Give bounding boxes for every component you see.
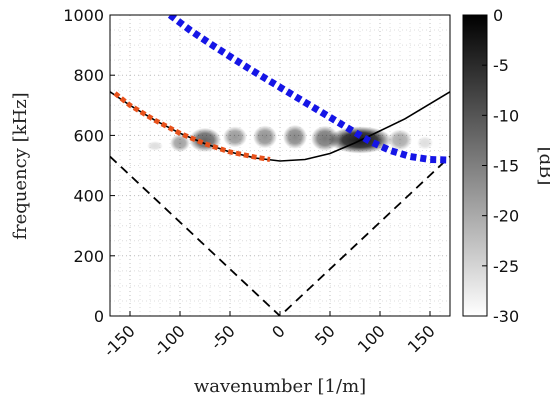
dispersion-curves bbox=[110, 15, 450, 316]
colorbar-tick-label: -20 bbox=[493, 207, 519, 226]
x-tick-label: -150 bbox=[100, 321, 139, 360]
y-axis-ticks: 0 200 400 600 800 1000 bbox=[63, 6, 115, 326]
heatmap-blob bbox=[417, 136, 433, 150]
colorbar-tick-label: -10 bbox=[493, 106, 519, 125]
y-tick-label: 600 bbox=[73, 126, 104, 145]
y-tick-label: 400 bbox=[73, 187, 104, 206]
x-tick-label: 100 bbox=[354, 321, 389, 356]
x-tick-label: 50 bbox=[311, 321, 339, 349]
y-tick-label: 200 bbox=[73, 247, 104, 266]
x-axis-ticks: -150 -100 -50 0 50 100 150 bbox=[100, 311, 439, 361]
colorbar-tick-label: -5 bbox=[493, 56, 509, 75]
colorbar-tick-label: -15 bbox=[493, 157, 519, 176]
heatmap-blob bbox=[253, 125, 277, 149]
x-tick-label: 0 bbox=[268, 321, 289, 342]
x-tick-label: 150 bbox=[404, 321, 439, 356]
heatmap-blob bbox=[283, 124, 307, 149]
colorbar-ticks: 0 -5 -10 -15 -20 -25 -30 bbox=[482, 6, 519, 326]
colorbar-tick-label: -30 bbox=[493, 307, 519, 326]
colorbar-tick-label: -25 bbox=[493, 257, 519, 276]
series-line-dashed-black bbox=[110, 155, 450, 316]
x-axis-title: wavenumber [1/m] bbox=[194, 376, 366, 397]
heatmap-blob bbox=[223, 126, 247, 148]
series-line-dotted-blue bbox=[167, 15, 450, 164]
x-tick-label: -50 bbox=[207, 321, 239, 353]
y-tick-label: 0 bbox=[94, 307, 104, 326]
y-tick-label: 800 bbox=[73, 66, 104, 85]
series-line-dotted-orange bbox=[113, 91, 271, 162]
colorbar-tick-label: 0 bbox=[493, 6, 503, 25]
y-tick-label: 1000 bbox=[63, 6, 104, 25]
y-axis-title: frequency [kHz] bbox=[10, 92, 31, 239]
x-tick-label: -100 bbox=[150, 321, 189, 360]
heatmap-blob bbox=[147, 141, 163, 151]
colorbar-label: [dB] bbox=[535, 147, 550, 186]
heatmap-blob bbox=[388, 129, 412, 151]
heatmap-blob bbox=[170, 133, 190, 152]
